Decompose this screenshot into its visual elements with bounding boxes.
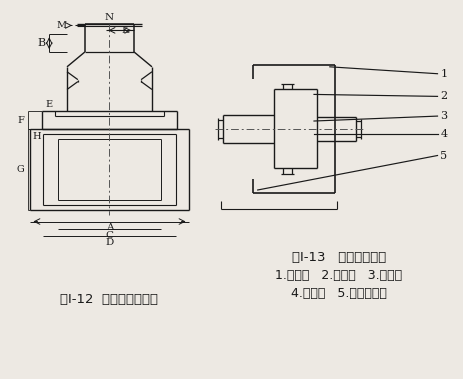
Text: 图Ⅰ-13   传动机构示意: 图Ⅰ-13 传动机构示意 [291,251,385,264]
Text: F: F [18,116,25,125]
Text: E: E [45,100,52,109]
Text: K: K [121,26,128,35]
Text: 图Ⅰ-12  单级行星减速器: 图Ⅰ-12 单级行星减速器 [60,293,158,307]
Text: 4.行星架   5.输出小齿轮: 4.行星架 5.输出小齿轮 [290,287,386,299]
Text: H: H [32,132,41,141]
Text: 2: 2 [439,91,447,102]
Text: 5: 5 [439,150,447,160]
Text: C: C [105,231,113,240]
Text: D: D [105,238,113,247]
Text: M: M [57,21,67,30]
Text: 4: 4 [439,129,447,139]
Text: 3: 3 [439,111,447,121]
Text: 1: 1 [439,69,447,79]
Text: 1.太阳轮   2.行星轮   3.内齿圈: 1.太阳轮 2.行星轮 3.内齿圈 [275,269,401,282]
Text: A: A [106,224,113,232]
Text: B: B [37,38,45,48]
Text: G: G [17,165,25,174]
Text: N: N [105,14,114,22]
